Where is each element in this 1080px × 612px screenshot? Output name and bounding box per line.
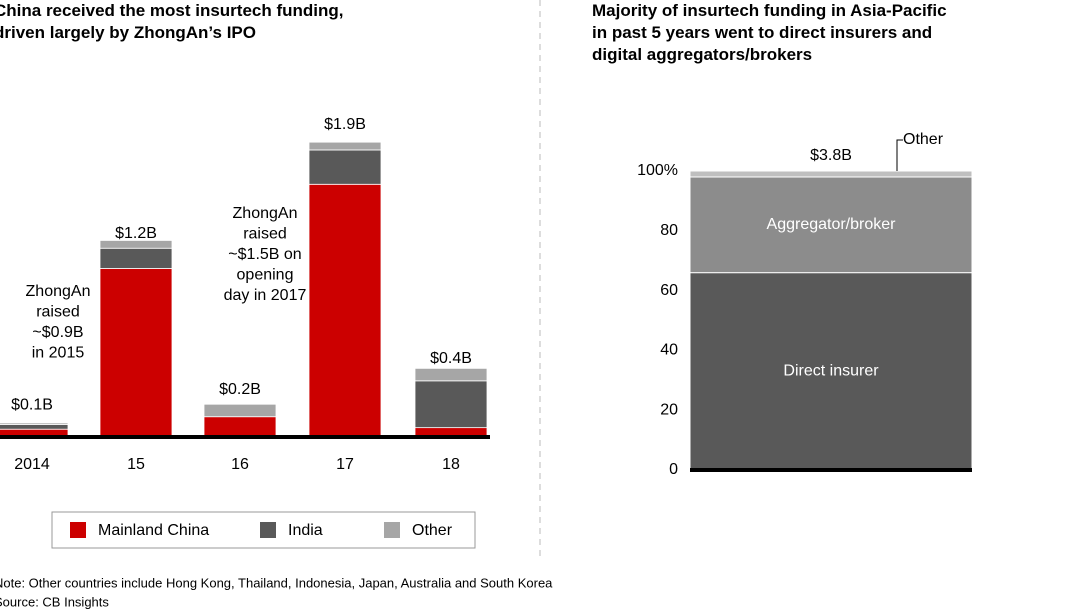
bar-segment	[0, 424, 69, 430]
y-tick-label: 80	[660, 222, 678, 239]
chart-title: Majority of insurtech funding in Asia-Pa…	[592, 1, 947, 64]
x-tick-label: 17	[336, 456, 354, 473]
y-tick-label: 40	[660, 342, 678, 359]
total-label: $1.9B	[324, 116, 366, 133]
legend-swatch	[384, 522, 400, 538]
y-tick-label: 0	[669, 461, 678, 478]
segment-label: Aggregator/broker	[767, 216, 897, 233]
annotation: raised	[36, 304, 80, 321]
legend-label: Mainland China	[98, 522, 209, 539]
y-tick-label: 60	[660, 282, 678, 299]
y-tick-label: 100%	[637, 162, 678, 179]
total-label: $0.2B	[219, 381, 261, 398]
bar-segment	[203, 403, 277, 418]
callout-line	[896, 139, 903, 171]
bar-segment	[203, 416, 277, 438]
annotation: raised	[243, 226, 287, 243]
annotation: in 2015	[32, 345, 85, 362]
bar-segment	[99, 240, 173, 249]
annotation: ~$0.9B	[32, 324, 83, 341]
bar-segment	[689, 272, 973, 471]
total-label: $3.8B	[810, 147, 852, 164]
legend-label: India	[288, 522, 323, 539]
note: Note: Other countries include Hong Kong,…	[0, 575, 553, 590]
bar-segment	[689, 170, 973, 178]
y-tick-label: 20	[660, 401, 678, 418]
annotation: ZhongAn	[233, 205, 298, 222]
total-label: $1.2B	[115, 225, 157, 242]
annotation: day in 2017	[224, 287, 307, 304]
x-tick-label: 15	[127, 456, 145, 473]
bar-segment	[308, 141, 382, 151]
x-tick-label: 16	[231, 456, 249, 473]
bar-segment	[308, 183, 382, 438]
bar-segment	[99, 268, 173, 438]
total-label: $0.1B	[11, 397, 53, 414]
legend-swatch	[70, 522, 86, 538]
bar-segment	[0, 422, 69, 425]
callout-label: Other	[903, 131, 944, 148]
annotation: opening	[237, 267, 294, 284]
bar-segment	[308, 149, 382, 185]
legend-swatch	[260, 522, 276, 538]
annotation: ZhongAn	[26, 283, 91, 300]
bar-segment	[99, 247, 173, 269]
chart-title: China received the most insurtech fundin…	[0, 1, 344, 42]
bar-segment	[689, 176, 973, 274]
legend-box	[51, 511, 476, 549]
bar-segment	[414, 367, 488, 382]
legend-label: Other	[412, 522, 453, 539]
segment-label: Direct insurer	[783, 363, 879, 380]
bar-segment	[414, 380, 488, 429]
annotation: ~$1.5B on	[228, 246, 301, 263]
x-tick-label: 18	[442, 456, 460, 473]
total-label: $0.4B	[430, 350, 472, 367]
source: Source: CB Insights	[0, 594, 109, 609]
x-tick-label: 2014	[14, 456, 50, 473]
